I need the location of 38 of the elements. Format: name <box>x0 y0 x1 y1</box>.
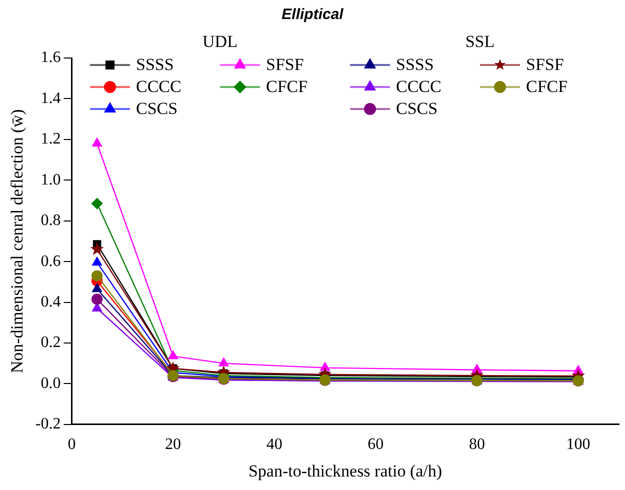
text: SSL <box>465 32 495 51</box>
point <box>92 138 102 147</box>
legend-label: CCCC <box>396 77 442 97</box>
point <box>90 242 104 256</box>
chart-title: Elliptical <box>280 6 344 23</box>
y-tick-label: 0.6 <box>40 252 61 270</box>
point <box>218 358 229 366</box>
x-tick-label: 100 <box>566 436 590 454</box>
x-tick-label: 0 <box>68 436 76 454</box>
text: UDL <box>202 32 238 51</box>
point <box>91 294 103 305</box>
y-tick-label: 0.0 <box>40 374 61 392</box>
legend-label: SFSF <box>526 55 564 75</box>
legend-label: SFSF <box>266 55 304 75</box>
x-tick-label: 60 <box>368 436 384 454</box>
legend-label: CCCC <box>136 77 182 97</box>
y-tick-label: 0.8 <box>40 212 61 230</box>
x-tick-label: 40 <box>266 436 282 454</box>
point <box>91 270 103 282</box>
point <box>91 198 103 210</box>
x-tick-label: 80 <box>468 436 485 454</box>
y-tick-label: -0.2 <box>35 416 61 433</box>
legend-label: CFCF <box>526 77 568 97</box>
y-tick-label: 0.2 <box>40 334 61 352</box>
legend-label: CSCS <box>396 99 438 119</box>
x-axis-title: Span-to-thickness ratio (a/h) <box>248 461 442 480</box>
point <box>168 350 178 360</box>
legend-label: SSSS <box>396 55 434 75</box>
legend-label: CFCF <box>266 77 308 97</box>
legend-label: CSCS <box>136 99 178 119</box>
y-tick-label: 1.2 <box>40 130 61 148</box>
y-tick-label: 1.0 <box>40 171 61 188</box>
legend-label: SSSS <box>136 55 174 75</box>
y-tick-label: 0.4 <box>40 293 61 310</box>
y-tick-label: 1.4 <box>40 90 61 107</box>
y-tick-label: 1.6 <box>40 49 61 66</box>
y-axis-title: Non-dimensional cenral deflection (w̄) <box>8 109 27 374</box>
x-tick-label: 20 <box>165 436 182 454</box>
